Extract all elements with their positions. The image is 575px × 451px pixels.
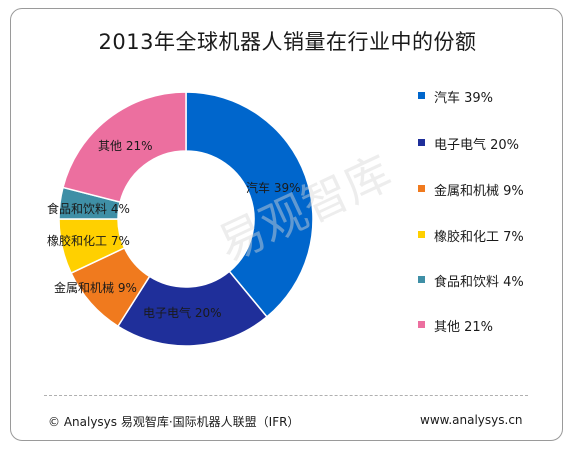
data-label-auto: 汽车 39% [246, 180, 301, 195]
legend-label: 电子电气 20% [434, 138, 520, 153]
legend-item-other: 其他 21% [418, 317, 558, 335]
legend-swatch [418, 321, 425, 328]
legend-swatch [418, 276, 425, 283]
legend-item-electronics: 电子电气 20% [418, 135, 558, 153]
chart-title: 2013年全球机器人销量在行业中的份额 [98, 30, 477, 54]
legend-item-food-beverage: 食品和饮料 4% [418, 272, 558, 290]
source-credit: © Analysys 易观智库·国际机器人联盟（IFR） [48, 415, 300, 429]
legend-item-metal-machinery: 金属和机械 9% [418, 181, 558, 199]
donut-slice-auto [185, 91, 314, 318]
footer-divider [44, 395, 528, 396]
donut-slice-other [62, 91, 187, 204]
legend-swatch [418, 139, 425, 146]
data-label-other: 其他 21% [98, 139, 153, 153]
legend-label: 其他 21% [434, 320, 494, 335]
legend-swatch [418, 185, 425, 192]
legend-swatch [418, 92, 425, 99]
data-label-metal-machinery: 金属和机械 9% [54, 280, 137, 295]
source-url: www.analysys.cn [420, 413, 523, 427]
legend-label: 橡胶和化工 7% [434, 230, 524, 245]
legend-label: 食品和饮料 4% [434, 275, 524, 290]
legend-label: 金属和机械 9% [434, 184, 524, 199]
legend-swatch [418, 231, 425, 238]
legend-item-rubber-chemical: 橡胶和化工 7% [418, 227, 558, 245]
data-label-food-beverage: 食品和饮料 4% [47, 201, 130, 216]
data-label-electronics: 电子电气 20% [143, 305, 222, 320]
legend-label: 汽车 39% [434, 91, 494, 106]
legend-item-auto: 汽车 39% [418, 88, 558, 106]
data-label-rubber-chemical: 橡胶和化工 7% [47, 233, 130, 248]
